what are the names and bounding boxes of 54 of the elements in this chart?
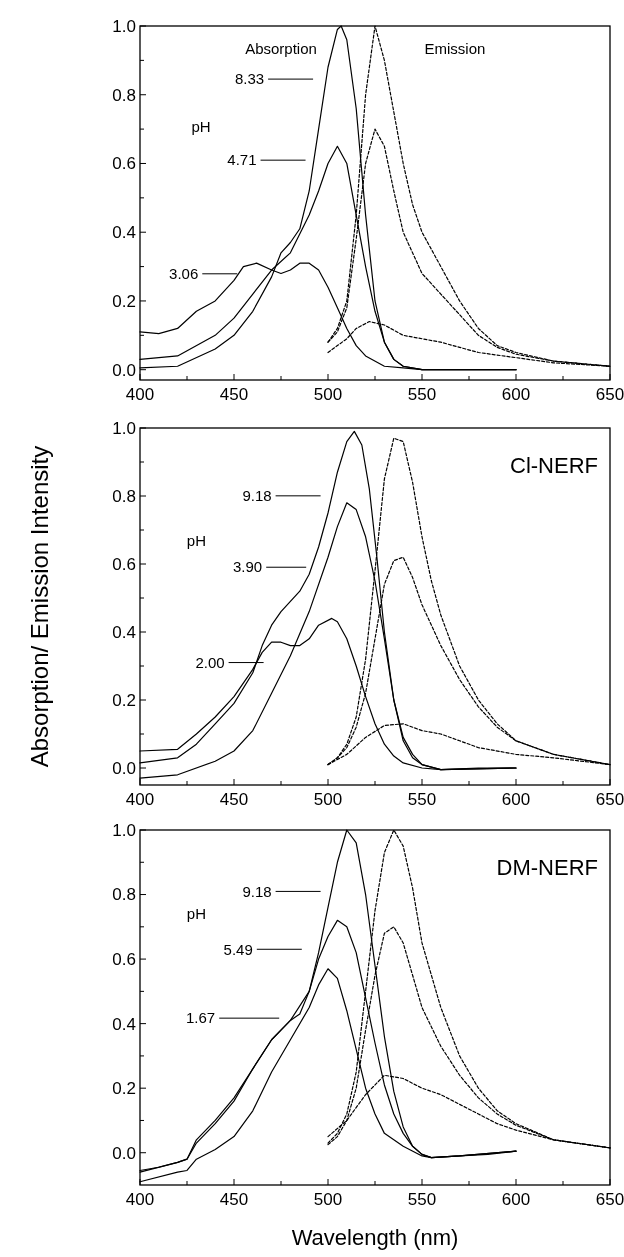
y-tick-label: 0.4 xyxy=(112,223,136,243)
x-tick-label: 600 xyxy=(501,790,531,809)
x-tick-label: 550 xyxy=(407,385,437,404)
annotation: pH xyxy=(191,118,211,136)
text: Cl-NERF xyxy=(510,453,598,478)
x-tick-label: 650 xyxy=(595,1190,624,1209)
x-tick-label: 500 xyxy=(313,385,343,404)
x-tick-label: 400 xyxy=(125,1190,155,1209)
x-tick-label: 450 xyxy=(219,385,249,404)
x-tick-label: 650 xyxy=(595,790,624,809)
annotation: Emission xyxy=(424,40,486,58)
annotation: Absorption xyxy=(245,40,317,58)
text: DM-NERF xyxy=(496,855,598,880)
y-tick-label: 0.0 xyxy=(112,758,136,778)
x-tick-label: 650 xyxy=(595,385,624,404)
y-tick-label: 0.8 xyxy=(112,885,136,905)
y-axis-title: Absorption/ Emission Intensity xyxy=(26,445,53,768)
y-tick-label: 0.8 xyxy=(112,486,136,506)
x-tick-label: 600 xyxy=(501,1190,531,1209)
annotation: 4.71 xyxy=(227,151,257,169)
y-tick-label: 0.2 xyxy=(112,1079,136,1099)
annotation: 8.33 xyxy=(234,70,265,88)
y-tick-label: 0.2 xyxy=(112,291,136,311)
annotation: 3.90 xyxy=(233,558,263,576)
x-tick-label: 400 xyxy=(125,790,155,809)
y-tick-label: 0.4 xyxy=(112,1014,136,1034)
x-axis-title: Wavelength (nm) xyxy=(291,1225,459,1250)
annotation: 9.18 xyxy=(242,882,272,900)
annotation: 2.00 xyxy=(195,653,225,671)
y-tick-label: 0.8 xyxy=(112,85,136,105)
x-tick-label: 400 xyxy=(125,385,155,404)
annotation: pH xyxy=(186,904,206,922)
annotation: 1.67 xyxy=(186,1009,216,1027)
annotation: 5.49 xyxy=(223,940,253,958)
x-tick-label: 450 xyxy=(219,790,249,809)
annotation: 3.06 xyxy=(169,265,199,283)
annotation: pH xyxy=(186,531,206,549)
x-tick-label: 550 xyxy=(407,1190,437,1209)
y-tick-label: 1.0 xyxy=(112,820,136,840)
x-tick-label: 500 xyxy=(313,1190,343,1209)
x-tick-label: 450 xyxy=(219,1190,249,1209)
y-tick-label: 0.0 xyxy=(112,1143,136,1163)
y-tick-label: 0.4 xyxy=(112,622,136,642)
y-tick-label: 0.6 xyxy=(112,554,136,574)
y-tick-label: 1.0 xyxy=(112,16,136,36)
annotation: 9.18 xyxy=(242,487,272,505)
x-tick-label: 550 xyxy=(407,790,437,809)
x-tick-label: 500 xyxy=(313,790,343,809)
x-tick-label: 600 xyxy=(501,385,531,404)
y-tick-label: 1.0 xyxy=(112,418,136,438)
y-tick-label: 0.6 xyxy=(112,950,136,970)
y-tick-label: 0.6 xyxy=(112,154,136,174)
y-tick-label: 0.2 xyxy=(112,690,136,710)
y-tick-label: 0.0 xyxy=(112,360,136,380)
